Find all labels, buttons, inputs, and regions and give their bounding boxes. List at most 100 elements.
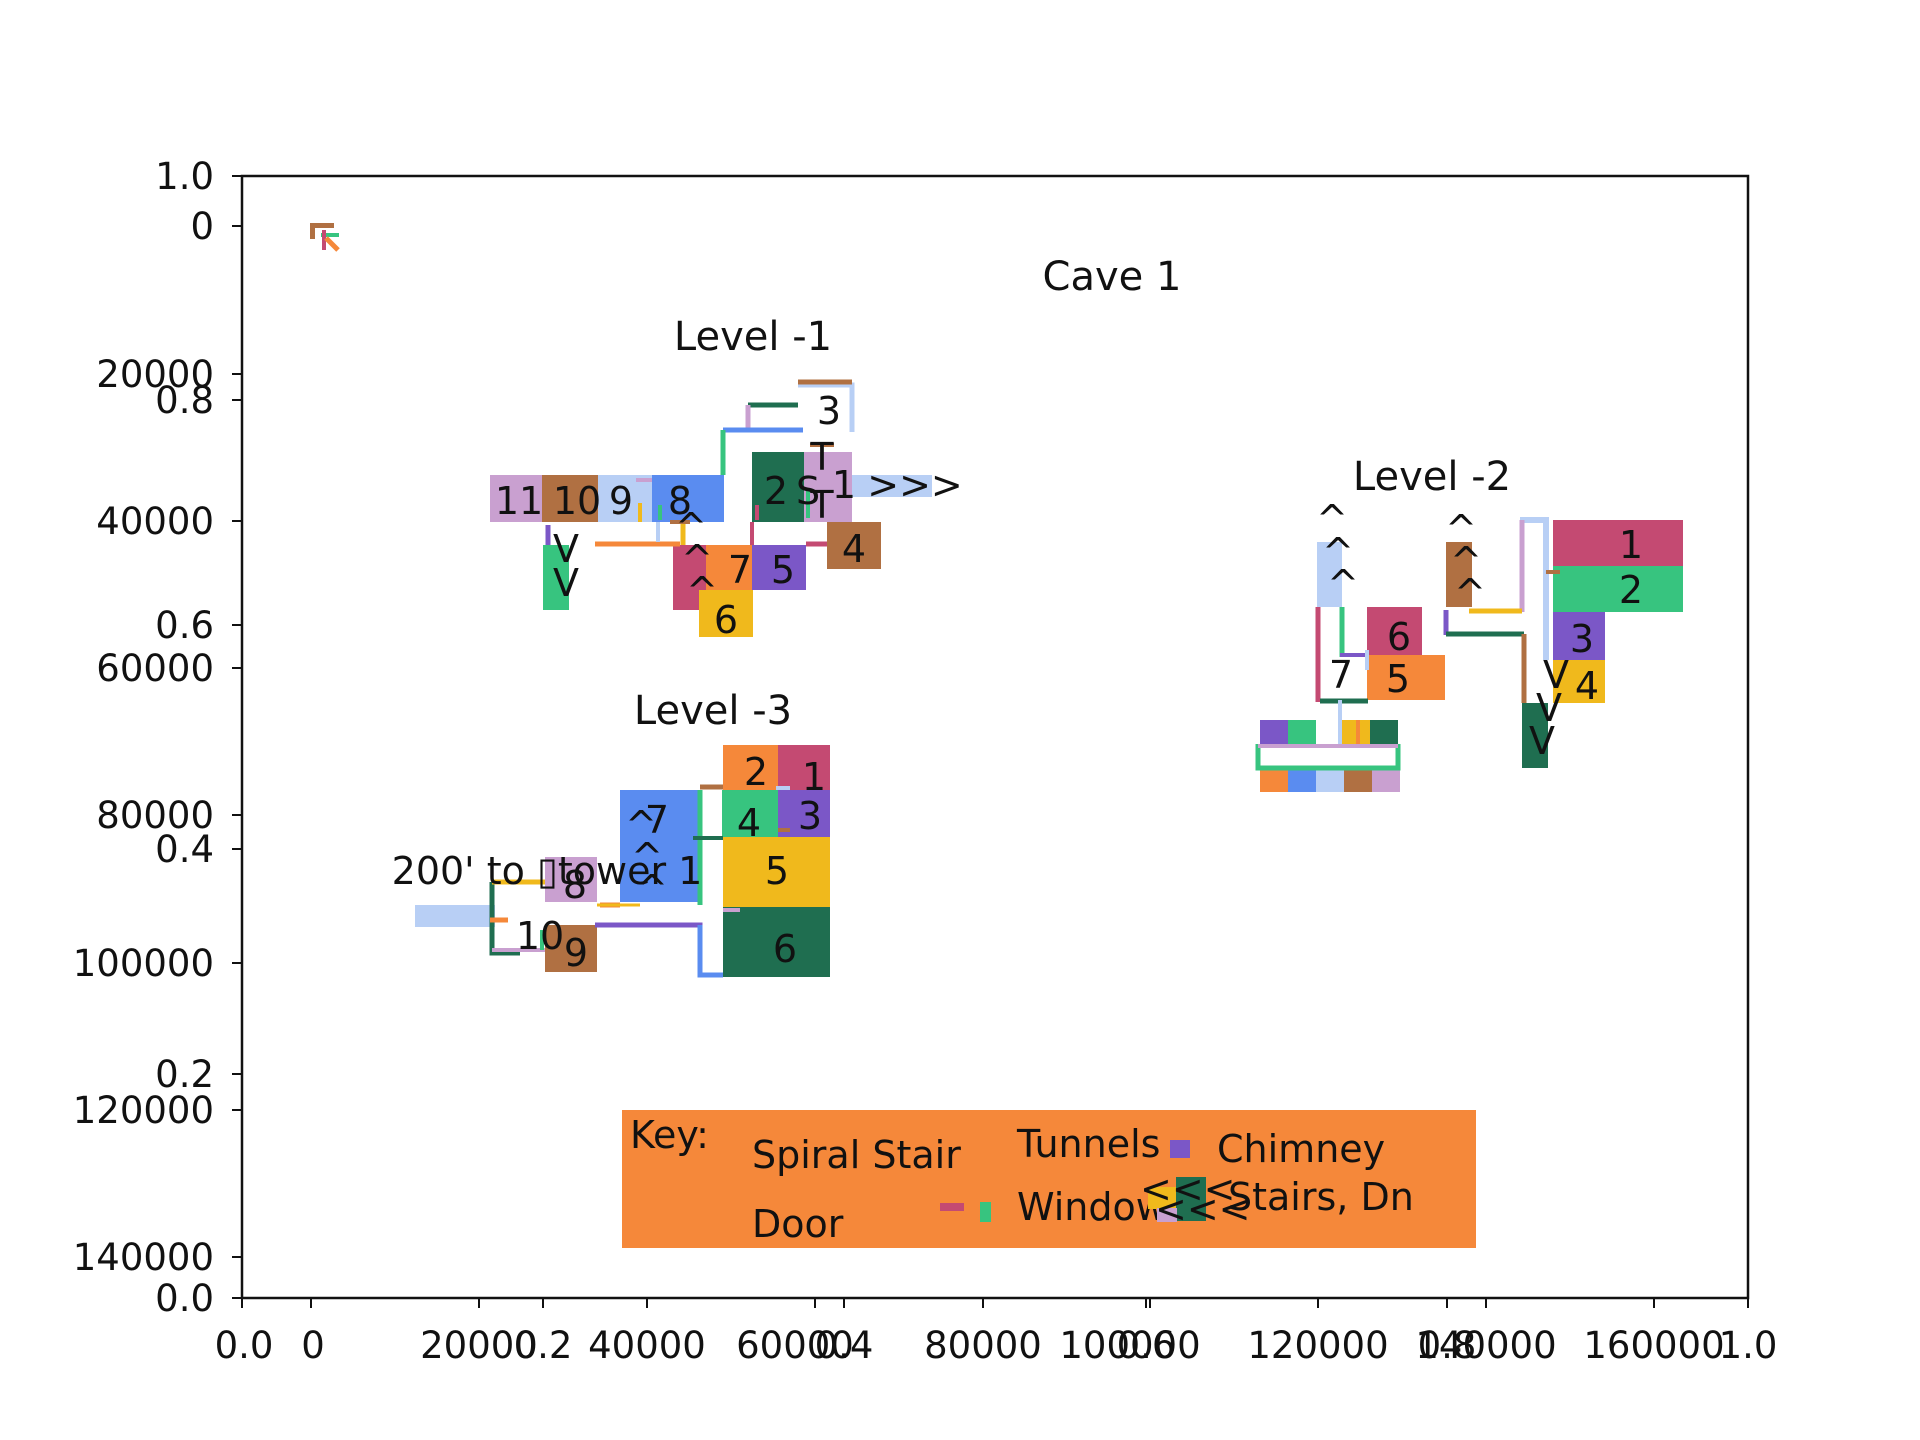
tick-label: 80000 bbox=[924, 1324, 1042, 1367]
room-label: 4 bbox=[737, 801, 761, 845]
stairs-down-marker: V bbox=[553, 527, 579, 571]
stairs-swatch bbox=[1157, 1208, 1177, 1222]
room-label: 3 bbox=[817, 389, 841, 433]
room-label: 5 bbox=[771, 548, 795, 592]
room bbox=[752, 545, 806, 590]
bottom-outer-ticks bbox=[241, 1298, 1749, 1308]
room bbox=[778, 745, 830, 790]
room-label: T bbox=[809, 435, 834, 479]
room bbox=[699, 590, 753, 637]
room bbox=[1367, 655, 1445, 700]
tick-label: 0.4 bbox=[815, 1324, 874, 1367]
tick-label: 0 bbox=[301, 1324, 325, 1367]
tick-label: 60000 bbox=[736, 1324, 854, 1367]
key-background bbox=[622, 1110, 1476, 1248]
tower-note: 200' to ▯tower 1 bbox=[392, 849, 703, 893]
bottom-outer-tick-labels: 0.0 0.2 0.4 0.6 0.8 1.0 bbox=[215, 1324, 1778, 1367]
left-outer-tick-labels: 1.0 0.8 0.6 0.4 0.2 0.0 bbox=[155, 155, 214, 1320]
tick-label: 0.2 bbox=[155, 1053, 214, 1096]
door-swatch bbox=[940, 1203, 964, 1211]
tick-label: 120000 bbox=[73, 1089, 214, 1132]
stairs-up-marker: ^ bbox=[1322, 530, 1354, 574]
compass-icon bbox=[310, 223, 340, 252]
room bbox=[1288, 770, 1316, 792]
room bbox=[723, 907, 830, 977]
room bbox=[1367, 607, 1422, 655]
tick-label: 60000 bbox=[96, 647, 214, 690]
room bbox=[1317, 542, 1342, 607]
room bbox=[652, 475, 724, 522]
room-label: S bbox=[796, 469, 820, 513]
room-label: 2 bbox=[764, 469, 788, 513]
room-label: 5 bbox=[1386, 657, 1410, 701]
room bbox=[1372, 770, 1400, 792]
tick-label: 20000 bbox=[420, 1324, 538, 1367]
room bbox=[723, 837, 830, 907]
room bbox=[1370, 720, 1398, 744]
tick-label: 120000 bbox=[1247, 1324, 1388, 1367]
level-label: Level -2 bbox=[1353, 454, 1511, 500]
level-3-room-labels: 2 1 7 4 3 5 8 10 9 6 200' to ▯tower 1 ^ … bbox=[392, 750, 826, 975]
room bbox=[1446, 542, 1472, 607]
tick-label: 0.0 bbox=[215, 1324, 274, 1367]
room-label: 6 bbox=[1387, 615, 1411, 659]
room-label: 1 bbox=[802, 755, 826, 799]
level-label: Level -1 bbox=[674, 314, 832, 360]
room bbox=[490, 475, 542, 522]
room bbox=[1553, 660, 1605, 703]
tick-label: 100000 bbox=[1059, 1324, 1200, 1367]
left-inner-ticks bbox=[232, 225, 242, 1258]
room bbox=[706, 545, 752, 590]
tick-label: 0.0 bbox=[155, 1277, 214, 1320]
tick-label: 20000 bbox=[96, 353, 214, 396]
room-label: 3 bbox=[1570, 617, 1594, 661]
room bbox=[620, 790, 700, 902]
stairs-up-marker: ^ bbox=[636, 867, 668, 911]
stairs-down-marker: V bbox=[1529, 719, 1555, 763]
stairs-up-marker: ^ bbox=[1327, 562, 1359, 606]
tick-label: 140000 bbox=[1415, 1324, 1556, 1367]
room bbox=[1344, 770, 1372, 792]
tower-corridor bbox=[415, 905, 495, 927]
key-tunnels: Tunnels bbox=[1016, 1122, 1160, 1166]
room bbox=[1260, 720, 1288, 744]
tick-label: 80000 bbox=[96, 794, 214, 837]
room-label: 4 bbox=[1575, 664, 1599, 708]
key-window: Window bbox=[1017, 1185, 1167, 1229]
tick-label: 0 bbox=[190, 205, 214, 248]
tick-label: 100000 bbox=[73, 942, 214, 985]
stairs-up-marker: ^ bbox=[631, 835, 663, 879]
stairs-up-marker: ^ bbox=[1316, 497, 1348, 541]
room-label: 7 bbox=[645, 798, 669, 842]
level-1-room-labels: 11 10 9 8 2 S T 3 T 1 4 7 5 6 >>> ^ ^ ^ … bbox=[495, 389, 963, 642]
room bbox=[542, 475, 598, 522]
bottom-inner-ticks bbox=[310, 1298, 1655, 1308]
stairs-up-marker: ^ bbox=[686, 569, 718, 613]
stairs-dn-swatch bbox=[1176, 1177, 1206, 1221]
room bbox=[752, 452, 804, 522]
left-inner-tick-labels: 0 20000 40000 60000 80000 100000 120000 … bbox=[73, 205, 214, 1279]
exit-corridor bbox=[852, 475, 932, 497]
tick-label: 0.8 bbox=[1418, 1324, 1477, 1367]
stairs-down-marker: V bbox=[1543, 653, 1569, 697]
key-chimney: Chimney bbox=[1217, 1127, 1385, 1171]
room bbox=[1288, 720, 1316, 744]
room-label: 7 bbox=[1329, 653, 1353, 697]
left-outer-ticks bbox=[232, 175, 242, 1299]
room bbox=[545, 925, 597, 972]
level-2-room-labels: 1 2 3 4 5 6 7 ^ ^ ^ ^ ^ ^ V V V bbox=[1316, 497, 1643, 763]
tick-label: 0.2 bbox=[514, 1324, 573, 1367]
stairs-up-marker: ^ bbox=[1445, 507, 1477, 551]
axes-frame bbox=[240, 174, 1750, 1300]
room-label: 1 bbox=[832, 463, 856, 507]
room-label: 1 bbox=[1619, 523, 1643, 567]
tick-label: 0.4 bbox=[155, 828, 214, 871]
tick-label: 140000 bbox=[73, 1236, 214, 1279]
tick-label: 40000 bbox=[96, 500, 214, 543]
room-label: 2 bbox=[744, 750, 768, 794]
room-label: 8 bbox=[563, 863, 587, 907]
tick-label: 0.6 bbox=[155, 604, 214, 647]
tick-label: 0.8 bbox=[155, 379, 214, 422]
room bbox=[543, 545, 569, 610]
